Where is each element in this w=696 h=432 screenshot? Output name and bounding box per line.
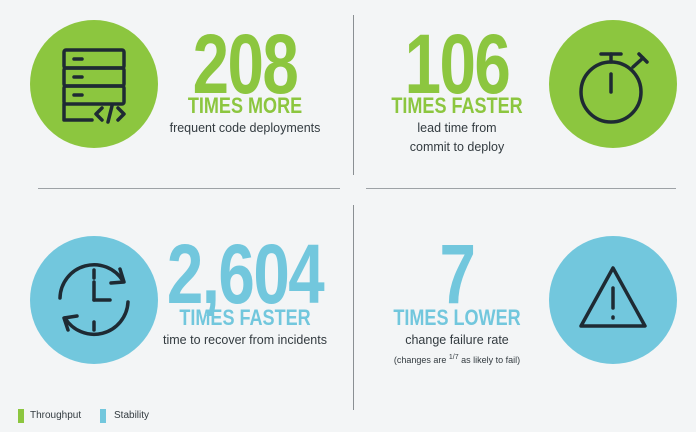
- warning-icon: [579, 266, 647, 328]
- metric-number-failure-rate: 7: [439, 227, 476, 321]
- stopwatch-icon: [579, 52, 649, 124]
- metric-description-lead-time-line1: lead time from: [417, 121, 497, 135]
- metric-label-lead-time: TIMES FASTER: [391, 93, 523, 118]
- horizontal-divider-right: [366, 188, 676, 189]
- vertical-divider-top: [353, 15, 354, 175]
- metric-note-failure-rate: (changes are 1/7 as likely to fail): [362, 354, 552, 365]
- metric-number-recovery: 2,604: [166, 227, 325, 321]
- note-fraction: 1/7: [448, 354, 459, 361]
- legend-swatch-stability: [100, 409, 106, 423]
- legend-label-stability: Stability: [114, 410, 150, 421]
- metric-description-failure-rate: change failure rate: [405, 333, 509, 347]
- clock-recover-icon-circle: [30, 236, 158, 364]
- note-prefix: (changes are: [393, 355, 449, 365]
- stopwatch-icon-circle: [549, 20, 677, 148]
- horizontal-divider-left: [38, 188, 340, 189]
- metric-description-recovery: time to recover from incidents: [163, 333, 327, 347]
- metric-label-recovery: TIMES FASTER: [179, 305, 311, 330]
- note-suffix: as likely to fail): [458, 355, 521, 365]
- metric-description-deployments: frequent code deployments: [169, 121, 321, 135]
- legend-label-throughput: Throughput: [30, 410, 82, 421]
- vertical-divider-bottom: [353, 205, 354, 410]
- metric-number-lead-time: 106: [404, 17, 511, 111]
- metric-number-deployments: 208: [192, 17, 299, 111]
- clock-recover-icon: [58, 262, 130, 337]
- warning-icon-circle: [549, 236, 677, 364]
- server-code-icon: [62, 48, 126, 124]
- legend-swatch-throughput: [18, 409, 24, 423]
- metric-label-deployments: TIMES MORE: [187, 93, 303, 118]
- metric-description-lead-time-line2: commit to deploy: [409, 140, 505, 154]
- metric-label-failure-rate: TIMES LOWER: [393, 305, 521, 330]
- server-code-icon-circle: [30, 20, 158, 148]
